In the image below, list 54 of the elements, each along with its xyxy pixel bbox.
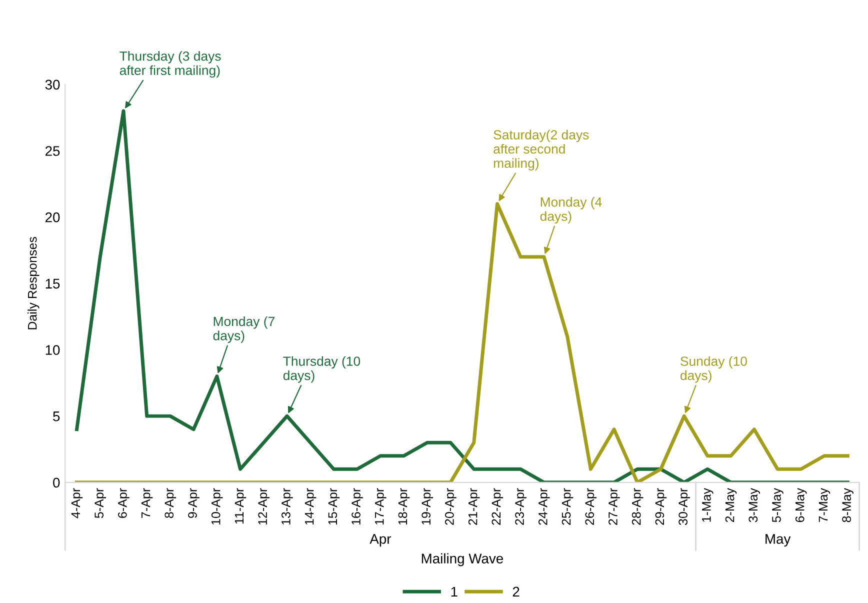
text: Apr [370,534,392,547]
annotation: Saturday(2 days after second mailing) [494,130,589,170]
x-tick-label: 1-May [702,488,714,522]
x-tick-label: 10-Apr [211,488,223,525]
x-tick-label: 18-Apr [398,488,410,525]
annotation: Monday (4 days) [540,197,602,224]
y-tick-label: 25 [45,146,60,156]
text: May [766,534,791,547]
x-tick-label: 5-Apr [94,488,106,518]
x-tick-label: 26-Apr [585,488,597,525]
x-tick-label: 21-Apr [468,488,480,525]
legend-label: 2 [512,586,520,596]
x-tick-label: 3-May [748,488,760,522]
x-tick-label: 15-Apr [328,488,340,525]
y-tick-label: 30 [45,80,60,90]
x-tick-label: 14-Apr [305,488,316,525]
x-axis-title: Mailing Wave [422,553,504,566]
x-tick-label: 24-Apr [538,488,550,525]
x-tick-label: 4-Apr [71,488,83,518]
x-tick-label: 30-Apr [678,488,690,525]
x-tick-label: 2-May [725,488,737,522]
x-tick-label: 8-Apr [164,488,176,518]
line-series [75,109,850,482]
x-tick-label: 8-May [842,488,854,522]
x-tick-label: 17-Apr [375,488,386,525]
y-tick-label: 5 [53,412,60,422]
x-tick-label: 29-Apr [655,488,667,525]
annotation: Sunday (10 days) [680,356,747,383]
y-tick-label: 10 [46,345,60,355]
x-tick-label: 27-Apr [608,488,620,525]
x-tick-label: 25-Apr [562,488,574,525]
x-tick-label: 7-May [818,488,830,522]
x-tick-label: 28-Apr [632,488,644,525]
x-tick-label: 9-Apr [188,488,200,518]
annotation: Thursday (3 days after first mailing) [120,51,221,78]
x-tick-label: 6-Apr [118,488,130,518]
y-axis-title: Daily Responses [28,236,40,330]
x-tick-label: 19-Apr [422,488,433,525]
annotation: Monday (7 days) [213,316,274,343]
x-tick-label: 22-Apr [492,488,504,525]
legend-label: 1 [451,586,458,596]
x-tick-label: 20-Apr [445,488,456,525]
x-tick-label: 6-May [795,488,807,522]
x-tick-label: 5-May [772,488,784,522]
x-tick-label: 23-Apr [515,488,526,525]
y-tick-label: 20 [45,212,60,222]
annotation: Thursday (10 days) [283,356,360,383]
x-tick-label: 13-Apr [282,488,293,525]
x-tick-label: 12-Apr [258,488,270,525]
x-tick-label: 16-Apr [352,488,363,525]
x-tick-label: 7-Apr [141,488,153,518]
y-tick-label: 15 [46,278,60,289]
x-tick-label: 11-Apr [234,488,246,524]
y-tick-label: 0 [53,478,60,488]
